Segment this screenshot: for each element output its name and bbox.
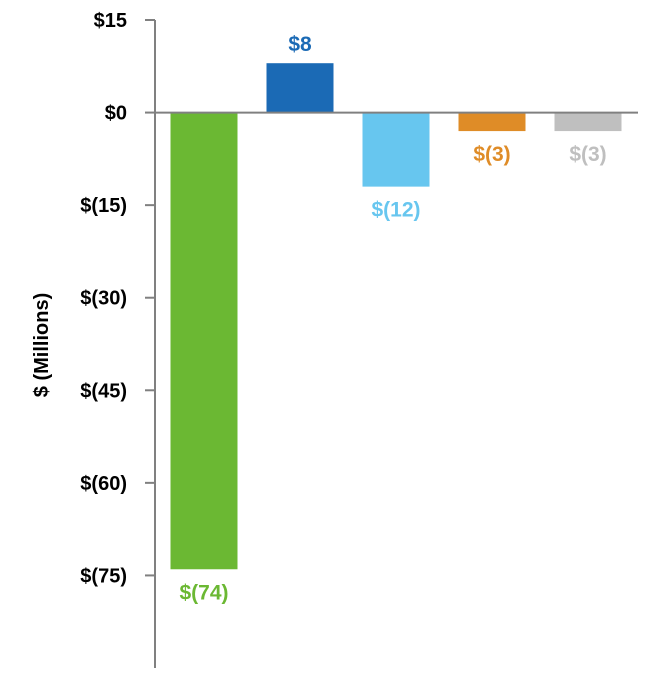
y-axis-label: $ (Millions) xyxy=(31,293,53,397)
bar-5 xyxy=(554,112,622,132)
y-tick-label: $(75) xyxy=(80,565,127,587)
y-axis-ticks: $15 $0 $(15) $(30) $(45) $(60) $(75) xyxy=(80,10,155,587)
data-labels: $(74) $8 $(12) $(3) $(3) xyxy=(179,33,606,604)
bar-4 xyxy=(458,112,526,132)
y-tick-label: $(15) xyxy=(80,195,127,217)
y-tick-label: $(30) xyxy=(80,288,127,310)
data-label-2: $8 xyxy=(288,33,312,56)
bar-3 xyxy=(362,112,430,187)
y-tick-label: $0 xyxy=(105,103,127,125)
y-tick-label: $(45) xyxy=(80,380,127,402)
bar-1 xyxy=(170,112,238,570)
data-label-4: $(3) xyxy=(473,143,510,166)
y-tick-label: $(60) xyxy=(80,473,127,495)
bars xyxy=(170,63,622,570)
data-label-5: $(3) xyxy=(569,143,606,166)
y-tick-label: $15 xyxy=(94,10,127,32)
bar-2 xyxy=(266,63,334,113)
data-label-3: $(12) xyxy=(371,199,420,222)
data-label-1: $(74) xyxy=(179,581,228,604)
